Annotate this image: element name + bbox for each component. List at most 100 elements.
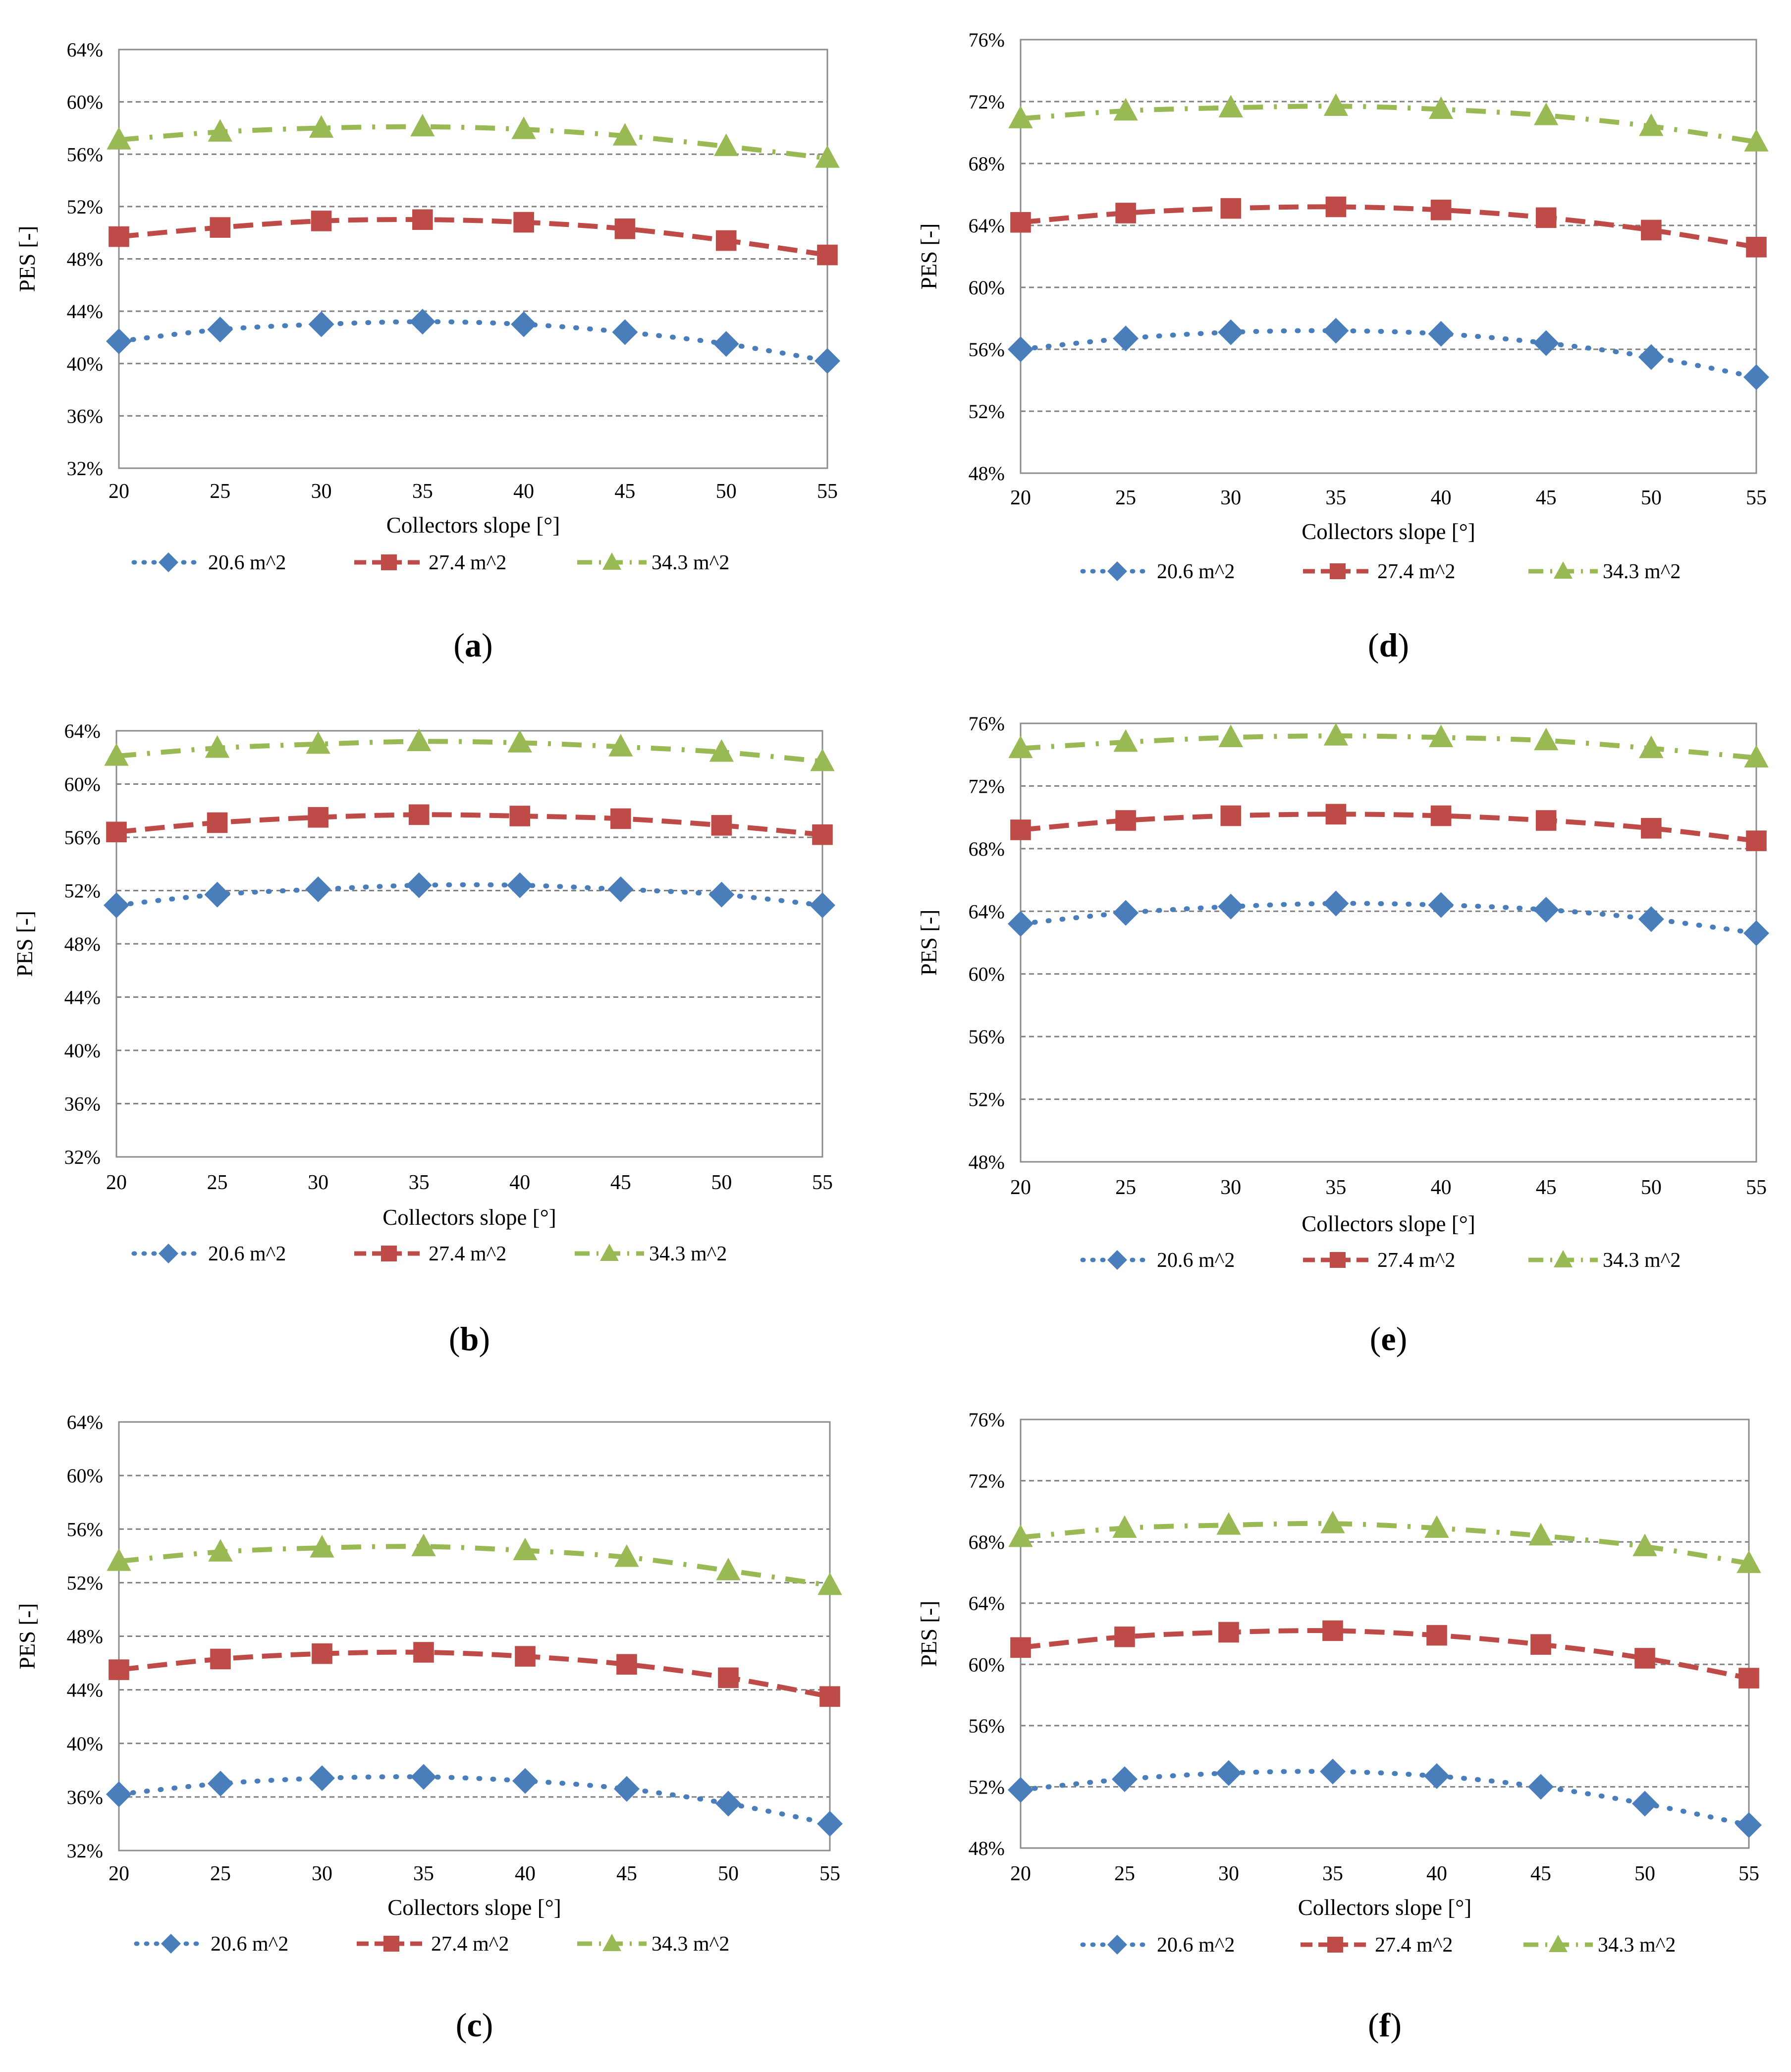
y-tick-label: 52% — [67, 1572, 103, 1594]
y-tick-label: 36% — [67, 405, 103, 427]
data-point — [208, 1770, 233, 1797]
data-point — [509, 806, 531, 826]
x-axis-title: Collectors slope [°] — [387, 1895, 561, 1920]
y-tick-label: 40% — [67, 353, 103, 375]
x-tick-label: 20 — [106, 1171, 127, 1194]
data-point — [312, 1643, 332, 1664]
data-point — [1113, 98, 1138, 121]
data-point — [715, 230, 737, 251]
series-1 — [106, 804, 833, 845]
legend-label: 34.3 m^2 — [1603, 560, 1681, 583]
legend-label: 34.3 m^2 — [1598, 1934, 1676, 1957]
x-tick-label: 45 — [614, 480, 635, 503]
data-point — [208, 1539, 233, 1562]
legend-label: 34.3 m^2 — [649, 1243, 727, 1265]
x-tick-label: 45 — [1530, 1862, 1551, 1885]
data-point — [1744, 745, 1769, 768]
series-line — [118, 1544, 830, 1588]
data-point — [1534, 103, 1559, 125]
panel-label: (a) — [453, 626, 492, 664]
y-tick-label: 76% — [969, 29, 1005, 51]
y-tick-label: 76% — [969, 712, 1005, 735]
x-tick-label: 50 — [718, 1862, 739, 1885]
data-point — [614, 1776, 640, 1802]
data-point — [1220, 198, 1242, 219]
y-tick-label: 48% — [67, 1626, 103, 1648]
data-point — [819, 1686, 840, 1707]
legend-marker — [1107, 561, 1127, 581]
plot-area — [118, 1421, 831, 1852]
y-tick-label: 64% — [64, 720, 101, 742]
x-tick-label: 40 — [513, 480, 534, 503]
x-tick-label: 55 — [817, 480, 838, 503]
series-2 — [1008, 723, 1769, 768]
chart-panel-b: 32% 36% 40% 44% 48% 52% 56% 60% 64% 20 25 30 35 40 45 5… — [12, 720, 835, 1358]
data-point — [409, 309, 435, 335]
chart-panel-f: 48% 52% 56% 60% 64% 68% 72% 76% 20 25 30 35 40 45 50 55… — [917, 1409, 1762, 2044]
data-point — [1115, 810, 1136, 831]
x-tick-label: 30 — [312, 1862, 332, 1885]
y-tick-label: 64% — [67, 1411, 103, 1433]
panel-label: (d) — [1368, 626, 1409, 664]
x-tick-label: 35 — [409, 1171, 430, 1194]
legend-label: 20.6 m^2 — [208, 551, 286, 574]
panel-label: (b) — [449, 1320, 490, 1358]
data-point — [810, 748, 835, 771]
data-point — [411, 1764, 436, 1790]
y-axis-title: PES [-] — [917, 910, 941, 976]
legend-label: 34.3 m^2 — [651, 551, 729, 574]
data-point — [106, 328, 132, 354]
data-point — [106, 821, 127, 843]
series-0 — [106, 1764, 843, 1837]
series-0 — [1008, 318, 1769, 390]
series-2 — [107, 1533, 842, 1595]
series-line — [116, 812, 823, 837]
x-tick-label: 35 — [1325, 487, 1346, 509]
series-line — [1020, 204, 1757, 250]
data-point — [305, 876, 331, 902]
legend-entry: 34.3 m^2 — [1528, 560, 1681, 583]
data-point — [1010, 819, 1031, 840]
y-tick-label: 44% — [67, 1679, 103, 1701]
y-tick-label: 48% — [67, 248, 103, 271]
x-axis-title: Collectors slope [°] — [386, 513, 560, 538]
x-tick-label: 20 — [1010, 1862, 1031, 1885]
panel-label: (f) — [1368, 2006, 1402, 2044]
y-tick-label: 36% — [67, 1786, 103, 1808]
y-tick-label: 60% — [969, 1653, 1005, 1676]
y-tick-label: 68% — [969, 838, 1005, 860]
data-point — [1744, 129, 1769, 152]
plot-area — [1020, 39, 1757, 474]
series-2 — [1008, 93, 1769, 152]
data-point — [1218, 893, 1244, 920]
data-point — [1325, 196, 1347, 218]
legend-entry: 27.4 m^2 — [1303, 1249, 1455, 1272]
x-tick-label: 45 — [1536, 487, 1557, 509]
data-point — [306, 731, 330, 754]
x-tick-label: 55 — [1738, 1862, 1759, 1885]
x-tick-label: 45 — [1536, 1176, 1557, 1199]
data-point — [612, 123, 638, 146]
data-point — [507, 730, 532, 753]
legend-label: 27.4 m^2 — [1375, 1934, 1453, 1957]
data-point — [205, 735, 230, 758]
data-point — [507, 872, 533, 898]
data-point — [814, 348, 840, 374]
data-point — [1528, 1774, 1554, 1800]
data-point — [515, 1646, 536, 1667]
x-tick-label: 50 — [1641, 487, 1662, 509]
series-line — [118, 1649, 830, 1699]
chart-panel-a: 32% 36% 40% 44% 48% 52% 56% 60% 64% 20 25 30 35 40 45 5… — [15, 39, 840, 664]
data-point — [1008, 1777, 1033, 1803]
data-point — [1008, 911, 1033, 937]
y-tick-label: 52% — [64, 880, 101, 902]
data-point — [1530, 1634, 1551, 1655]
series-2 — [104, 728, 835, 771]
legend-marker — [1107, 1250, 1127, 1270]
x-tick-label: 40 — [515, 1862, 536, 1885]
legend-marker — [161, 1934, 181, 1954]
data-point — [612, 319, 638, 345]
data-point — [616, 1654, 637, 1675]
data-point — [709, 739, 734, 762]
legend-entry: 34.3 m^2 — [577, 1933, 729, 1956]
